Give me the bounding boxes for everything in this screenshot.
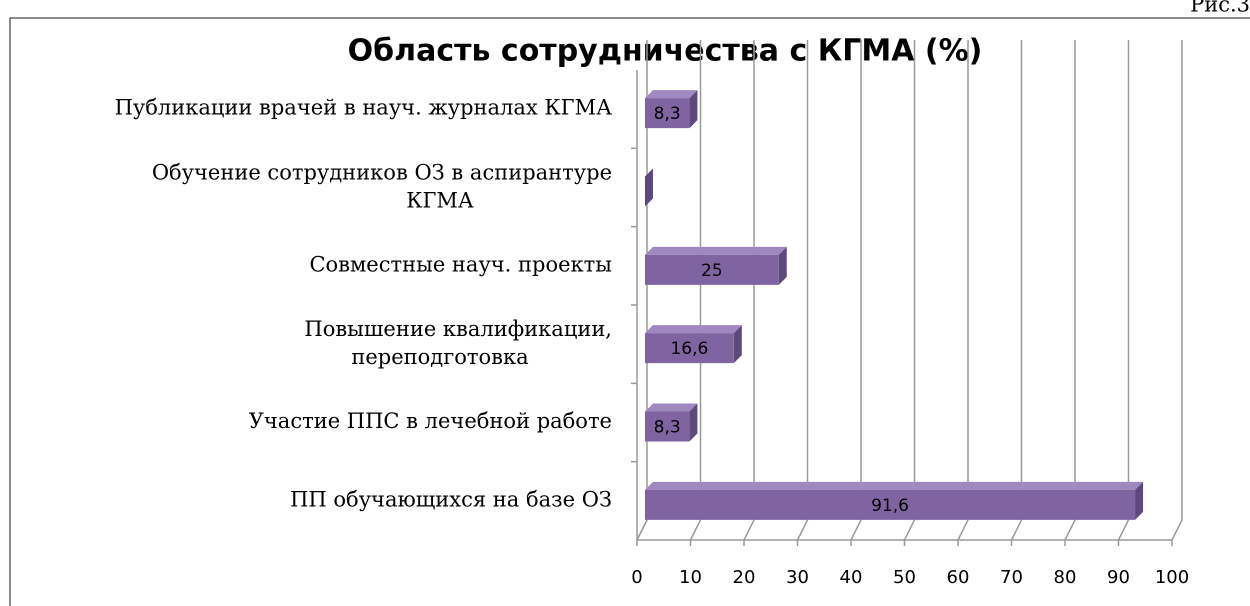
y-tick-label: Повышение квалификации, переподготовка	[304, 317, 612, 369]
grid-line	[743, 40, 755, 541]
y-tick-label: Совместные науч. проекты	[309, 252, 612, 276]
bar	[645, 325, 742, 364]
bar-front	[645, 254, 779, 285]
bar-top	[645, 246, 787, 255]
grid-line	[796, 40, 809, 541]
grid-line	[1010, 40, 1023, 541]
value-label: 16,6	[670, 339, 708, 359]
grid-line	[903, 40, 916, 541]
x-tick-label: 60	[947, 567, 970, 588]
grid-line	[1117, 40, 1130, 541]
bar	[645, 246, 787, 285]
value-label: 91,6	[871, 496, 909, 516]
grid-line	[957, 40, 969, 541]
bar-top	[645, 403, 698, 412]
y-tick-label: Участие ППС в лечебной работе	[249, 409, 612, 433]
value-label: 8,3	[654, 418, 681, 438]
x-tick-label: 70	[1000, 567, 1023, 588]
bar-side	[1135, 481, 1144, 520]
x-tick-label: 100	[1155, 567, 1189, 588]
y-tick-label: Публикации врачей в науч. журналах КГМА	[115, 96, 613, 120]
bar	[645, 168, 653, 207]
bar	[645, 403, 698, 442]
bar	[645, 481, 1144, 520]
value-label: 8,3	[654, 104, 681, 124]
grid-line	[850, 40, 862, 541]
bar-front	[645, 489, 1136, 520]
bar	[645, 90, 698, 129]
bar-top	[645, 325, 742, 334]
bar-front	[645, 333, 734, 364]
x-tick-label: 0	[631, 567, 642, 588]
bar-top	[645, 90, 698, 99]
y-tick-label: ПП обучающихся на базе ОЗ	[290, 487, 612, 511]
grid-line	[689, 40, 702, 541]
bar-top	[645, 481, 1144, 490]
frame	[9, 17, 1250, 606]
x-tick-label: 50	[893, 567, 916, 588]
grid-line	[1171, 40, 1183, 541]
x-tick-label: 20	[733, 567, 756, 588]
x-tick-label: 10	[679, 567, 702, 588]
bar-side	[733, 325, 742, 364]
bar-side	[689, 90, 698, 129]
chart-title: Область сотрудничества с КГМА (%)	[348, 34, 983, 69]
bar-front	[645, 98, 690, 129]
value-label: 25	[701, 261, 723, 281]
bar-front	[645, 411, 690, 442]
bar-side	[689, 403, 698, 442]
x-tick-label: 40	[840, 567, 863, 588]
bar-side	[645, 168, 653, 207]
figure-label: Рис.3	[1190, 0, 1250, 17]
x-tick-label: 90	[1107, 567, 1130, 588]
bar-side	[778, 246, 787, 285]
x-tick-label: 80	[1054, 567, 1077, 588]
x-tick-label: 30	[786, 567, 809, 588]
y-tick-label: Обучение сотрудников ОЗ в аспирантуре КГМ…	[152, 160, 612, 212]
grid-line	[1064, 40, 1076, 541]
